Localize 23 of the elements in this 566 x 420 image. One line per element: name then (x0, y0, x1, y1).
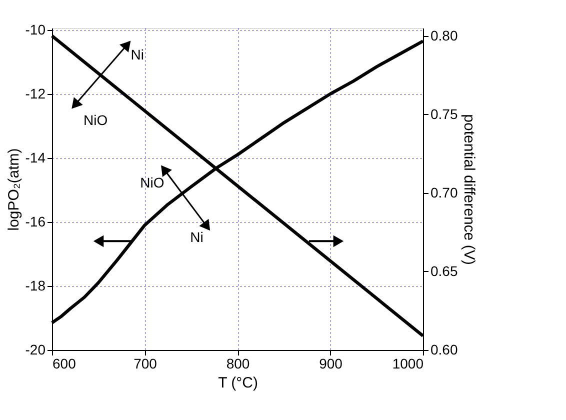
y-tick-label: -18 (25, 277, 46, 294)
y2-tick-label: 0.80 (430, 27, 458, 44)
annotation: NiO (84, 112, 108, 128)
y2-axis-title: potential difference (V) (460, 114, 478, 265)
y-tick-label: -12 (25, 85, 46, 102)
y2-tick-label: 0.70 (430, 184, 458, 200)
y2-tick-label: 0.65 (430, 262, 458, 279)
y-tick-label: -10 (25, 21, 46, 38)
x-axis-title: T (°C) (218, 374, 258, 392)
annotation: NiO (140, 174, 164, 191)
x-tick-label: 900 (319, 356, 343, 372)
x-tick-label: 700 (134, 356, 158, 372)
x-tick-label: 600 (52, 356, 76, 372)
y2-tick-label: 0.75 (430, 106, 458, 122)
y-tick-label: -20 (25, 342, 46, 358)
y-tick-label: -14 (25, 149, 46, 166)
x-tick-label: 800 (226, 356, 250, 372)
annotation: Ni (130, 46, 144, 63)
x-tick-label: 1000 (392, 356, 424, 372)
y-axis-title: logPO₂(atm) (5, 148, 22, 231)
annotation: Ni (190, 228, 204, 245)
y2-tick-label: 0.60 (430, 342, 458, 358)
y-tick-label: -16 (25, 213, 46, 230)
